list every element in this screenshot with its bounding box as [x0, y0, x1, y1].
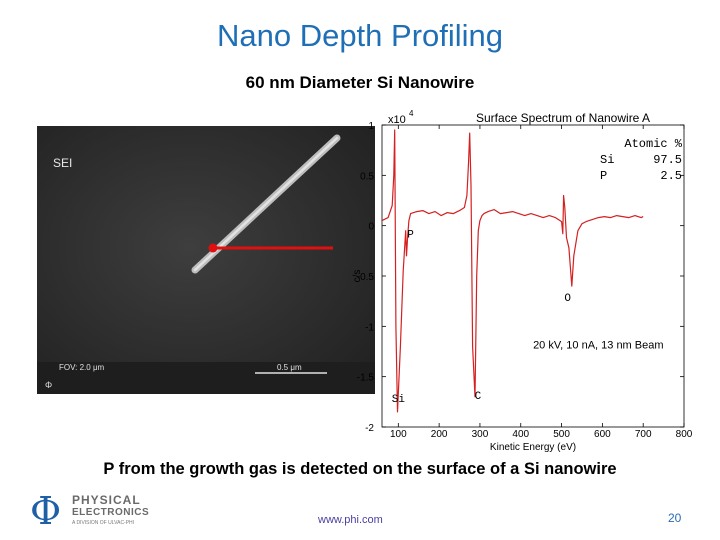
logo-line3: A DIVISION OF ULVAC-PHI: [72, 520, 135, 526]
annotation-si: Si: [392, 394, 406, 406]
y-exponent-label: x10: [388, 114, 406, 126]
phi-logo-icon: Φ: [30, 489, 62, 533]
spectrum-line-0: [381, 129, 644, 413]
y-exponent-power: 4: [409, 109, 414, 118]
sem-image: SEI FOV: 2.0 μm 0.5 μm Φ: [37, 126, 375, 394]
annotation-c: C: [475, 391, 482, 403]
x-tick-label-6: 700: [635, 429, 652, 440]
footer-url[interactable]: www.phi.com: [318, 514, 383, 526]
logo-line2: ELECTRONICS: [72, 507, 150, 518]
fov-label: FOV: 2.0 μm: [59, 363, 105, 372]
y-tick-label-2: 0: [368, 222, 374, 233]
pointer-arrow: [208, 243, 333, 253]
atomic-table-header: Atomic %: [624, 137, 682, 151]
atomic-row-element-1: P: [600, 169, 607, 183]
atomic-row-element-0: Si: [600, 153, 614, 167]
scale-bar-label: 0.5 μm: [277, 363, 302, 372]
sem-info-bar: [37, 362, 375, 394]
x-tick-label-7: 800: [676, 429, 693, 440]
x-axis-label: Kinetic Energy (eV): [490, 442, 576, 453]
y-tick-label-0: 1: [368, 121, 374, 132]
y-axis-label: c/s: [352, 270, 363, 283]
y-tick-label-6: -2: [365, 423, 374, 434]
plot-frame: [381, 124, 685, 428]
logo-line1: PHYSICAL: [72, 493, 141, 507]
annotation-o: O: [564, 293, 571, 305]
y-tick-label-1: 0.5: [360, 171, 374, 182]
x-tick-label-3: 400: [512, 429, 529, 440]
x-tick-label-4: 500: [553, 429, 570, 440]
spectrum-chart: 1 0.5 0 -0.5 -1 -1.5 -2 100 200 300 400 500 600 700 80…: [352, 109, 693, 453]
chart-title: Surface Spectrum of Nanowire A: [476, 111, 650, 125]
y-tick-label-3: -0.5: [357, 272, 375, 283]
atomic-row-value-0: 97.5: [653, 153, 682, 167]
company-logo: Φ PHYSICAL ELECTRONICS A DIVISION OF ULV…: [30, 489, 160, 533]
page-number: 20: [668, 511, 682, 525]
phi-mark: Φ: [45, 380, 53, 390]
y-tick-label-5: -1.5: [357, 373, 375, 384]
annotation-p: P: [407, 230, 414, 242]
slide-title: Nano Depth Profiling: [216, 18, 504, 53]
slide-subtitle: 60 nm Diameter Si Nanowire: [245, 73, 475, 92]
conclusion-text: P from the growth gas is detected on the…: [103, 460, 617, 478]
annotation-20-kv-10-na-13-nm-beam: 20 kV, 10 nA, 13 nm Beam: [533, 339, 663, 351]
x-tick-label-1: 200: [431, 429, 448, 440]
sem-label: SEI: [53, 156, 73, 170]
x-tick-label-0: 100: [390, 429, 407, 440]
analysis-point-marker: [208, 243, 218, 253]
y-tick-label-4: -1: [365, 322, 374, 333]
x-tick-label-2: 300: [472, 429, 489, 440]
atomic-row-value-1: 2.5: [660, 169, 682, 183]
x-tick-label-5: 600: [594, 429, 611, 440]
